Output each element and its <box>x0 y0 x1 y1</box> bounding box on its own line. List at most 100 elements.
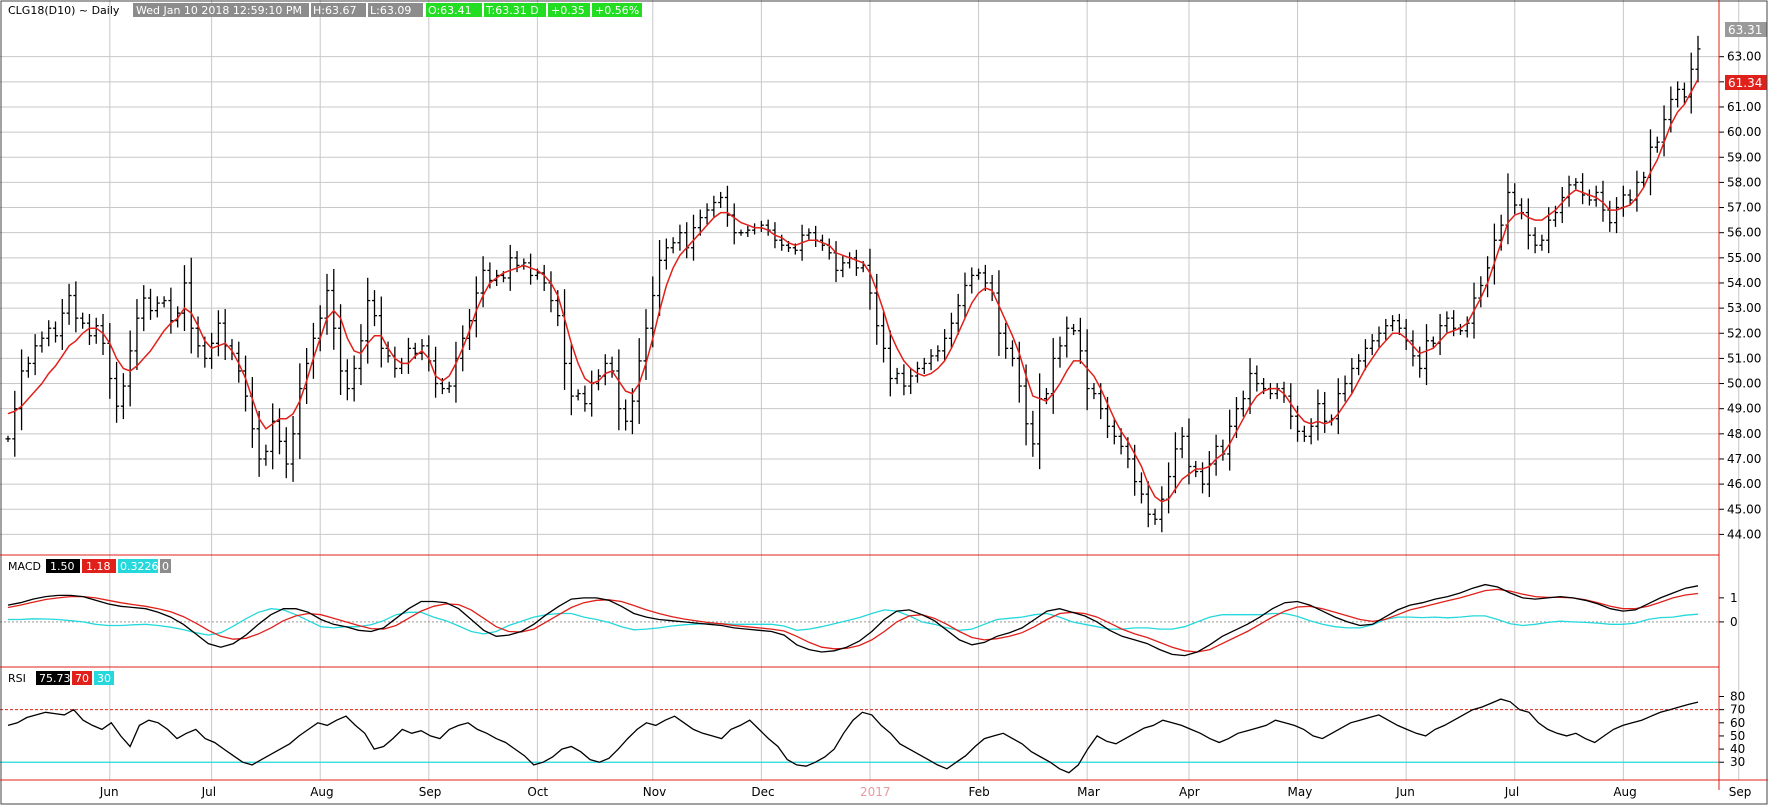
svg-text:1.50: 1.50 <box>50 560 75 573</box>
price-bar <box>1247 358 1253 415</box>
price-bar <box>256 410 262 477</box>
open-label: O:63.41 <box>428 4 472 17</box>
price-bar <box>745 225 751 237</box>
price-bar <box>1376 326 1382 348</box>
price-bar <box>718 191 724 209</box>
macd-histogram-line <box>8 608 1699 636</box>
x-tick-label: Jun <box>99 785 119 799</box>
price-bar <box>419 339 425 361</box>
x-tick-label: Apr <box>1179 785 1200 799</box>
svg-text:MACD: MACD <box>8 560 41 573</box>
svg-text:70: 70 <box>75 672 89 685</box>
price-bar <box>1349 357 1355 395</box>
price-bar <box>589 370 595 417</box>
price-tick-label: 58.00 <box>1727 175 1761 189</box>
price-tick-label: 56.00 <box>1727 226 1761 240</box>
price-bar <box>32 334 38 376</box>
price-bar <box>643 309 649 381</box>
price-bar <box>446 381 452 393</box>
macd-line <box>7 583 1699 657</box>
price-bar <box>1532 227 1538 254</box>
price-bar <box>942 329 948 361</box>
price-bar <box>955 293 961 335</box>
price-bar <box>1451 310 1457 337</box>
x-tick-label: Jul <box>1504 785 1519 799</box>
price-bar <box>521 258 527 270</box>
price-bar <box>1030 410 1036 457</box>
price-bar <box>66 283 72 325</box>
price-bar <box>39 331 45 353</box>
price-bar <box>962 272 968 319</box>
price-bar <box>290 415 296 482</box>
price-bar <box>738 229 744 236</box>
price-bar <box>1505 173 1511 245</box>
x-tick-label: Aug <box>310 785 333 799</box>
price-bar <box>1681 82 1687 104</box>
price-tick-label: 50.00 <box>1727 377 1761 391</box>
price-bar <box>575 389 581 401</box>
price-bar <box>1593 185 1599 207</box>
price-bar <box>847 252 853 269</box>
price-bar <box>331 268 337 350</box>
price-bar <box>1342 375 1348 402</box>
price-bar <box>1403 318 1409 351</box>
x-tick-label: Dec <box>751 785 774 799</box>
price-tick-label: 53.00 <box>1727 301 1761 315</box>
macd-tick-label: 1 <box>1730 591 1738 605</box>
x-tick-label: May <box>1288 785 1313 799</box>
price-tick-label: 59.00 <box>1727 150 1761 164</box>
price-bar <box>195 316 201 358</box>
price-bar <box>46 320 52 347</box>
price-bar <box>351 355 357 402</box>
svg-text:75.73: 75.73 <box>39 672 71 685</box>
price-bar <box>1396 313 1402 336</box>
price-bar <box>881 311 887 363</box>
price-bar <box>1369 334 1375 356</box>
price-bar <box>887 330 893 397</box>
rsi-tick-label: 40 <box>1730 742 1745 756</box>
price-bar <box>120 373 126 420</box>
svg-text:RSI: RSI <box>8 672 26 685</box>
price-bar <box>188 257 194 354</box>
price-panel: 63.0062.0061.0060.0059.0058.0057.0056.00… <box>5 22 1767 541</box>
pct-label: +0.56% <box>595 4 639 17</box>
price-bar <box>616 349 622 431</box>
price-bar <box>1179 427 1185 459</box>
price-bar <box>541 264 547 291</box>
price-bar <box>59 298 65 350</box>
price-bar <box>399 357 405 375</box>
price-bar <box>148 288 154 320</box>
svg-text:61.34: 61.34 <box>1728 76 1762 90</box>
price-bar <box>1288 383 1294 430</box>
price-bar <box>161 296 167 308</box>
price-bar <box>73 281 79 333</box>
price-bar <box>1410 330 1416 367</box>
price-bar <box>263 444 269 466</box>
price-bar <box>806 228 812 240</box>
x-tick-label: Sep <box>1729 785 1752 799</box>
price-bar <box>677 224 683 251</box>
price-bar <box>276 408 282 455</box>
price-bar <box>548 271 554 313</box>
price-bar <box>1206 451 1212 498</box>
price-bar <box>1315 389 1321 441</box>
svg-text:1.18: 1.18 <box>86 560 111 573</box>
price-bar <box>1627 189 1633 206</box>
price-bar <box>1620 185 1626 217</box>
price-bar <box>1159 486 1165 533</box>
price-bar <box>1295 405 1301 442</box>
price-bar <box>1390 315 1396 332</box>
price-bar <box>453 341 459 403</box>
price-bar <box>25 356 31 378</box>
price-bar <box>1362 339 1368 371</box>
price-bar <box>1200 462 1206 494</box>
price-bar <box>507 244 513 291</box>
price-bar <box>636 338 642 424</box>
price-tag: 63.31 <box>1725 22 1767 37</box>
price-bar <box>976 268 982 280</box>
price-bar <box>1166 462 1172 514</box>
price-bar <box>1227 409 1233 471</box>
price-bar <box>908 367 914 395</box>
